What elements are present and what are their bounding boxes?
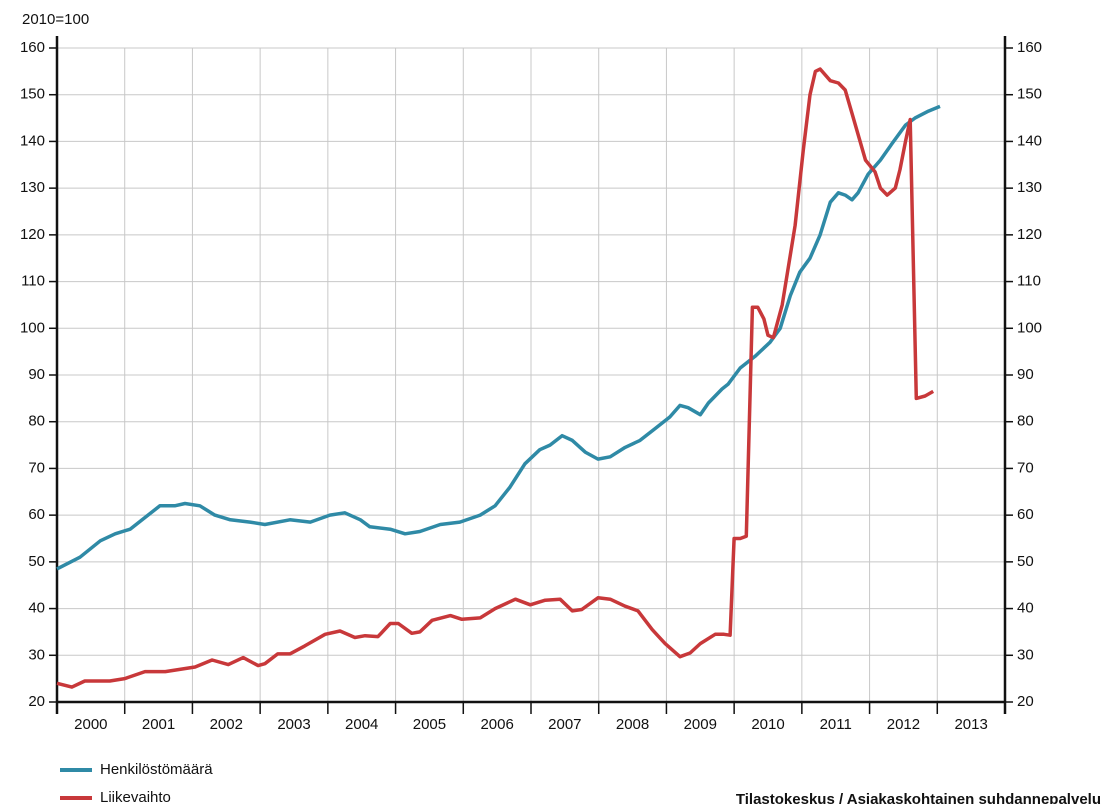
- y2-tick-label: 160: [1017, 39, 1042, 56]
- x-tick-label: 2013: [954, 716, 987, 733]
- y-tick-label: 60: [28, 506, 45, 523]
- line-series: [56, 104, 941, 571]
- x-tick-label: 2004: [345, 716, 378, 733]
- y-tick-label: 20: [28, 693, 45, 710]
- x-tick-label: 2005: [413, 716, 446, 733]
- legend-label: Liikevaihto: [100, 789, 171, 804]
- x-tick-label: 2006: [480, 716, 513, 733]
- y2-tick-label: 90: [1017, 366, 1034, 383]
- y-tick-label: 150: [20, 86, 45, 103]
- y2-tick-label: 50: [1017, 553, 1034, 570]
- x-tick-label: 2003: [277, 716, 310, 733]
- y2-tick-label: 110: [1017, 273, 1041, 290]
- y-tick-label: 140: [20, 132, 45, 149]
- y-tick-label: 40: [28, 600, 45, 617]
- y2-tick-label: 30: [1017, 646, 1034, 663]
- x-tick-label: 2008: [616, 716, 649, 733]
- y2-tick-label: 20: [1017, 693, 1034, 710]
- x-tick-label: 2001: [142, 716, 175, 733]
- x-tick-label: 2012: [887, 716, 920, 733]
- x-tick-label: 2011: [820, 716, 852, 733]
- y2-tick-label: 60: [1017, 506, 1034, 523]
- y-tick-label: 70: [28, 459, 45, 476]
- y2-tick-label: 40: [1017, 600, 1034, 617]
- y2-tick-label: 140: [1017, 132, 1042, 149]
- y-tick-label: 100: [20, 319, 45, 336]
- y-tick-label: 110: [21, 273, 45, 290]
- y2-tick-label: 120: [1017, 226, 1042, 243]
- y2-tick-label: 80: [1017, 413, 1034, 430]
- y-tick-label: 90: [28, 366, 45, 383]
- y-tick-label: 130: [20, 179, 45, 196]
- source: Tilastokeskus / Asiakaskohtainen suhdann…: [736, 791, 1101, 804]
- y2-tick-label: 130: [1017, 179, 1042, 196]
- y2-tick-label: 150: [1017, 86, 1042, 103]
- line-series: [56, 67, 935, 689]
- y2-tick-label: 70: [1017, 459, 1034, 476]
- y-tick-label: 50: [28, 553, 45, 570]
- y-tick-label: 160: [20, 39, 45, 56]
- y2-tick-label: 100: [1017, 319, 1042, 336]
- x-tick-label: 2002: [210, 716, 243, 733]
- y-tick-label: 80: [28, 413, 45, 430]
- y-tick-label: 30: [28, 646, 45, 663]
- y-tick-label: 120: [20, 226, 45, 243]
- x-tick-label: 2000: [74, 716, 107, 733]
- x-tick-label: 2010: [751, 716, 784, 733]
- y-axis-label: 2010=100: [22, 11, 89, 28]
- x-tick-label: 2007: [548, 716, 581, 733]
- x-tick-label: 2009: [684, 716, 717, 733]
- legend-label: Henkilöstömäärä: [100, 761, 213, 778]
